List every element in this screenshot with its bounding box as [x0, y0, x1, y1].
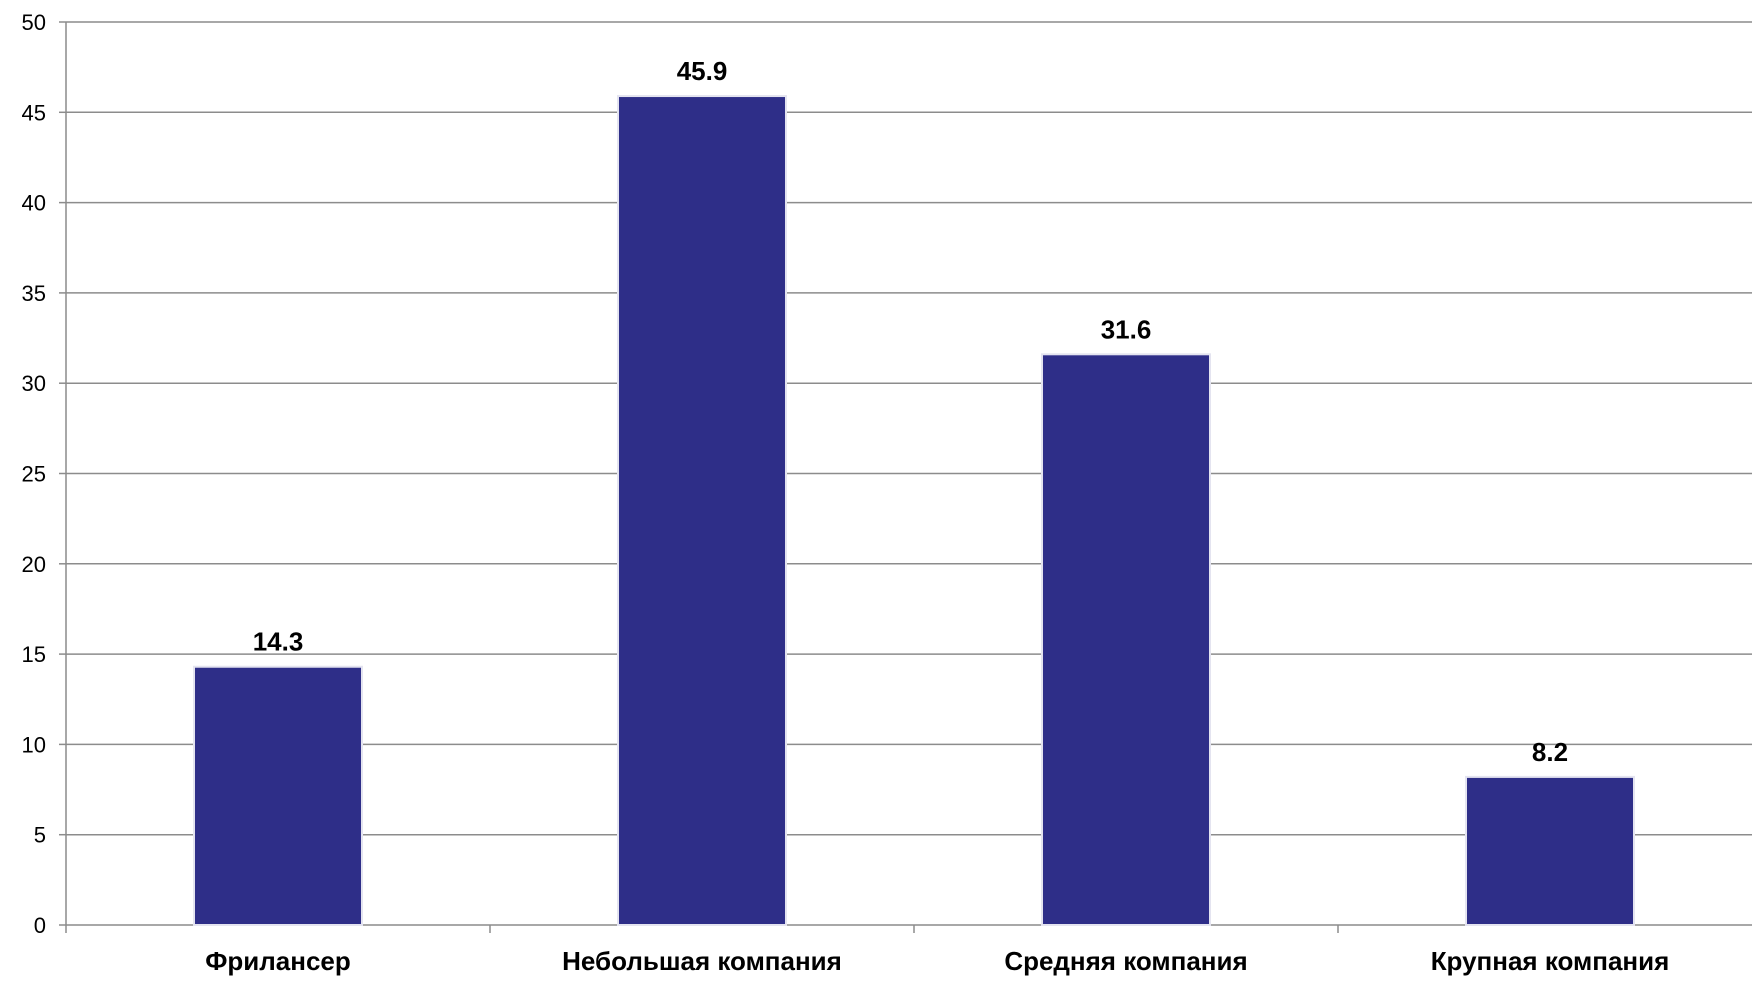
- y-tick-label: 30: [22, 371, 46, 396]
- y-tick-label: 40: [22, 191, 46, 216]
- bar: [617, 95, 787, 926]
- labels: 0 5 10 15 20 25 30 35 40 45 50 14.3 Фрилансер 45.9 Неб…: [22, 10, 1670, 976]
- x-category-label: Крупная компания: [1431, 946, 1670, 976]
- y-tick-label: 20: [22, 552, 46, 577]
- data-label: 8.2: [1532, 737, 1568, 767]
- y-tick-label: 35: [22, 281, 46, 306]
- y-tick-label: 0: [34, 913, 46, 938]
- y-tick-label: 5: [34, 823, 46, 848]
- x-category-label: Средняя компания: [1004, 946, 1247, 976]
- y-tick-label: 10: [22, 732, 46, 757]
- y-tick-label: 15: [22, 642, 46, 667]
- bar: [193, 665, 363, 926]
- bar: [1465, 775, 1635, 927]
- data-label: 45.9: [677, 56, 728, 86]
- y-tick-label: 45: [22, 100, 46, 125]
- y-tick-label: 25: [22, 462, 46, 487]
- y-tick-label: 50: [22, 10, 46, 35]
- bar: [1041, 353, 1211, 926]
- x-category-label: Фрилансер: [205, 946, 351, 976]
- x-category-label: Небольшая компания: [562, 946, 842, 976]
- bars: [193, 95, 1635, 927]
- data-label: 31.6: [1101, 314, 1152, 344]
- data-label: 14.3: [253, 627, 304, 657]
